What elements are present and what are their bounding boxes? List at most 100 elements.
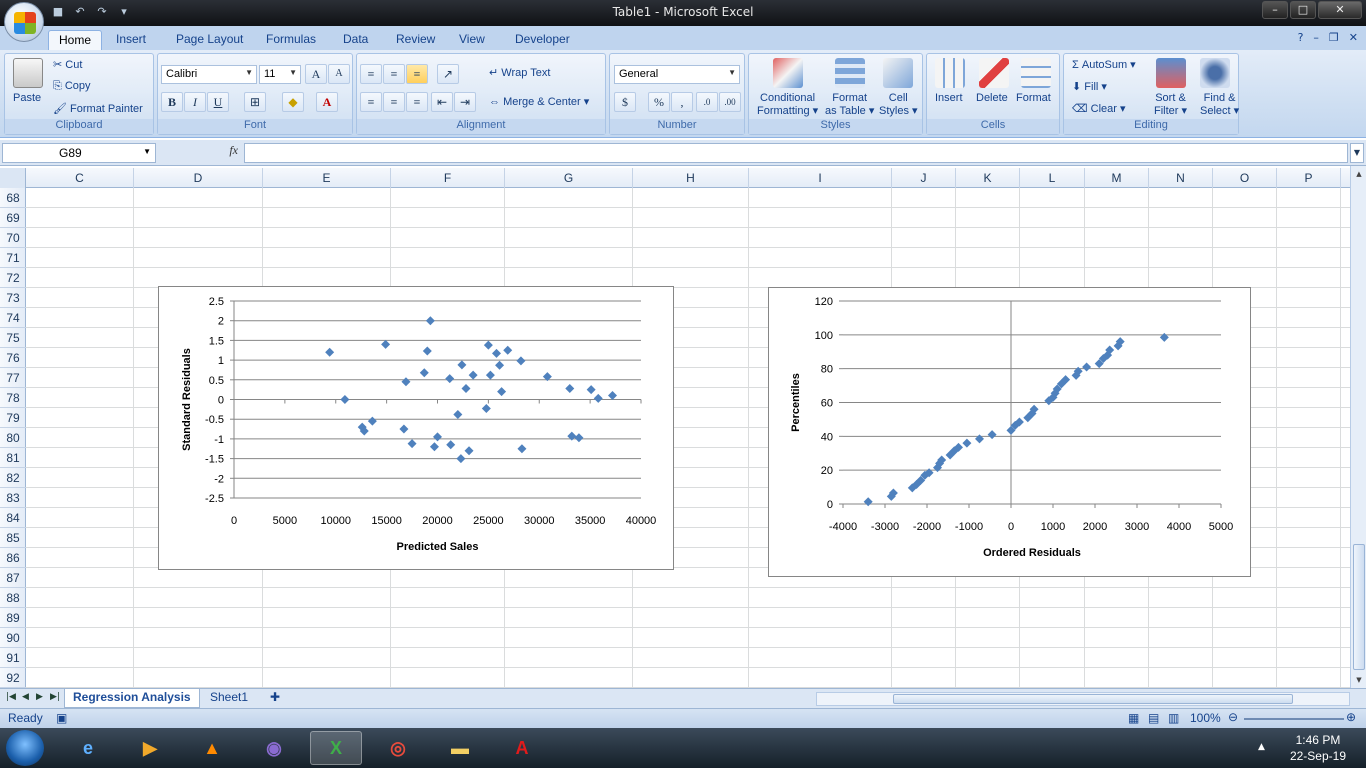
row-header-78[interactable]: 78 (0, 388, 26, 408)
column-header-d[interactable]: D (134, 168, 263, 188)
align-left-icon[interactable]: ≡ (360, 92, 382, 112)
chrome-icon[interactable]: ◎ (390, 737, 406, 758)
grow-font-icon[interactable]: A (305, 64, 327, 84)
sort-filter-button[interactable]: Sort & Filter ▾ (1154, 92, 1188, 117)
zoom-out-icon[interactable]: ⊖ (1228, 710, 1239, 724)
ribbon-close-icon[interactable]: ✕ (1348, 31, 1358, 44)
fill-button[interactable]: ⬇ Fill ▾ (1072, 81, 1107, 93)
column-header-n[interactable]: N (1149, 168, 1213, 188)
currency-button[interactable]: $ (614, 92, 636, 112)
tab-insert[interactable]: Insert (116, 32, 147, 46)
zoom-slider[interactable] (1244, 718, 1344, 720)
zoom-in-icon[interactable]: ⊕ (1346, 710, 1357, 724)
select-all-button[interactable] (0, 168, 26, 188)
vertical-scrollbar[interactable]: ▲ ▼ (1350, 166, 1366, 688)
row-header-71[interactable]: 71 (0, 248, 26, 268)
view-page-break-icon[interactable]: ▥ (1168, 711, 1180, 725)
sheet-tab-regression-analysis[interactable]: Regression Analysis (64, 689, 200, 708)
italic-button[interactable]: I (184, 92, 206, 112)
column-header-k[interactable]: K (956, 168, 1020, 188)
row-header-82[interactable]: 82 (0, 468, 26, 488)
copy-button[interactable]: ⎘ Copy (53, 80, 91, 92)
first-sheet-icon[interactable]: |◀ (6, 692, 16, 702)
row-header-73[interactable]: 73 (0, 288, 26, 308)
row-header-89[interactable]: 89 (0, 608, 26, 628)
align-right-icon[interactable]: ≡ (406, 92, 428, 112)
clear-button[interactable]: ⌫ Clear ▾ (1072, 103, 1126, 115)
format-as-table-button[interactable]: Format as Table ▾ (825, 92, 875, 117)
help-icon[interactable]: ? (1297, 31, 1304, 44)
column-header-c[interactable]: C (26, 168, 134, 188)
percent-button[interactable]: % (648, 92, 670, 112)
row-header-90[interactable]: 90 (0, 628, 26, 648)
column-header-e[interactable]: E (263, 168, 391, 188)
align-top-icon[interactable]: ≡ (360, 64, 382, 84)
row-header-86[interactable]: 86 (0, 548, 26, 568)
row-header-77[interactable]: 77 (0, 368, 26, 388)
tab-data[interactable]: Data (343, 32, 369, 46)
row-header-85[interactable]: 85 (0, 528, 26, 548)
paste-button[interactable]: Paste (13, 92, 42, 104)
insert-worksheet-icon[interactable]: ✚ (270, 690, 281, 704)
row-header-84[interactable]: 84 (0, 508, 26, 528)
row-header-74[interactable]: 74 (0, 308, 26, 328)
font-name-select[interactable]: Calibri ▼ (161, 65, 257, 84)
expand-formula-bar-icon[interactable]: ▼ (1350, 143, 1364, 163)
maximize-button[interactable]: □ (1290, 1, 1316, 19)
column-header-i[interactable]: I (749, 168, 892, 188)
conditional-formatting-button[interactable]: Conditional Formatting ▾ (757, 92, 819, 117)
row-header-75[interactable]: 75 (0, 328, 26, 348)
merge-center-button[interactable]: ⇔ Merge & Center ▾ (489, 96, 590, 108)
row-header-88[interactable]: 88 (0, 588, 26, 608)
orientation-icon[interactable]: ↗ (437, 64, 459, 84)
underline-button[interactable]: U (207, 92, 229, 112)
vertical-scroll-thumb[interactable] (1353, 544, 1365, 670)
internet-explorer-icon[interactable]: e (82, 737, 93, 758)
comma-button[interactable]: , (671, 92, 693, 112)
column-header-h[interactable]: H (633, 168, 749, 188)
row-header-81[interactable]: 81 (0, 448, 26, 468)
acrobat-icon[interactable]: A (515, 737, 529, 758)
delete-button[interactable]: Delete (976, 92, 1008, 104)
close-button[interactable]: ✕ (1318, 1, 1362, 19)
eclipse-icon[interactable]: ◉ (266, 737, 282, 758)
cell-styles-button[interactable]: Cell Styles ▾ (879, 92, 918, 117)
column-header-p[interactable]: P (1277, 168, 1341, 188)
column-header-m[interactable]: M (1085, 168, 1149, 188)
row-header-72[interactable]: 72 (0, 268, 26, 288)
font-color-icon[interactable]: A (316, 92, 338, 112)
wrap-text-button[interactable]: ↵ Wrap Text (489, 67, 551, 79)
bold-button[interactable]: B (161, 92, 183, 112)
save-icon[interactable]: ■ (52, 5, 64, 18)
decrease-decimal-icon[interactable]: .00 (719, 92, 741, 112)
tab-home[interactable]: Home (48, 30, 103, 50)
start-button[interactable] (6, 730, 44, 766)
view-normal-icon[interactable]: ▦ (1128, 711, 1140, 725)
shrink-font-icon[interactable]: A (328, 64, 350, 84)
normal-probability-plot-chart[interactable]: 0 20 40 60 80 100 120 -4000 -3000 -2000 -1000 0 1000… (768, 287, 1251, 577)
row-header-87[interactable]: 87 (0, 568, 26, 588)
tab-developer[interactable]: Developer (515, 32, 570, 46)
last-sheet-icon[interactable]: ▶| (50, 692, 60, 702)
row-header-91[interactable]: 91 (0, 648, 26, 668)
borders-icon[interactable]: ⊞ (244, 92, 266, 112)
prev-sheet-icon[interactable]: ◀ (22, 692, 29, 702)
insert-function-button[interactable]: fx (229, 143, 238, 157)
view-page-layout-icon[interactable]: ▤ (1148, 711, 1160, 725)
media-player-icon[interactable]: ▶ (143, 737, 157, 758)
zoom-level[interactable]: 100% (1190, 711, 1221, 725)
minimize-button[interactable]: – (1262, 1, 1288, 19)
cut-button[interactable]: ✂ Cut (53, 59, 83, 71)
undo-icon[interactable]: ↶ (75, 5, 85, 18)
align-bottom-icon[interactable]: ≡ (406, 64, 428, 84)
row-header-76[interactable]: 76 (0, 348, 26, 368)
insert-button[interactable]: Insert (935, 92, 963, 104)
column-header-f[interactable]: F (391, 168, 505, 188)
macro-record-icon[interactable]: ▣ (56, 711, 68, 725)
sheet-tab-sheet1[interactable]: Sheet1 (210, 690, 249, 704)
residual-plot-chart[interactable]: -2.5 -2 -1.5 -1 -0.5 0 0.5 1 1.5 2 2.5 0 5000 10000 15… (158, 286, 674, 570)
office-button[interactable] (4, 2, 44, 42)
column-header-o[interactable]: O (1213, 168, 1277, 188)
ribbon-minimize-icon[interactable]: – (1313, 31, 1319, 44)
